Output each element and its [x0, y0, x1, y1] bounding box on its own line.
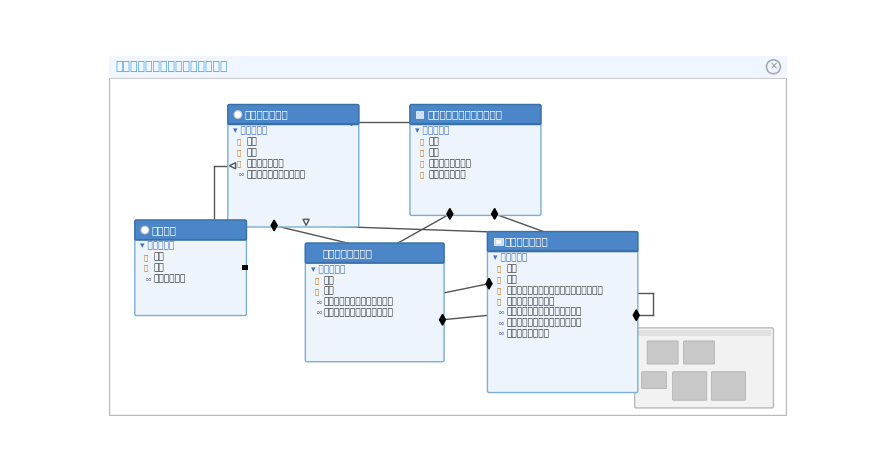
FancyBboxPatch shape [647, 341, 678, 364]
Text: 説明: 説明 [246, 148, 257, 157]
FancyBboxPatch shape [488, 232, 638, 252]
Text: サブコンポーネントのインターフェース: サブコンポーネントのインターフェース [506, 286, 603, 295]
Text: 🔑: 🔑 [144, 254, 149, 261]
Polygon shape [486, 278, 492, 289]
Text: ∞: ∞ [144, 275, 151, 283]
Bar [416, 111, 420, 114]
Text: 提供コンポーネントへの参照: 提供コンポーネントへの参照 [324, 297, 394, 307]
Text: ▾ フィールド: ▾ フィールド [233, 126, 267, 135]
FancyBboxPatch shape [711, 372, 746, 400]
Bar [242, 265, 247, 270]
Text: 🔑: 🔑 [237, 139, 241, 145]
Text: コンポーネント構造モデル: コンポーネント構造モデル [427, 110, 502, 120]
Text: 🔑: 🔑 [144, 265, 149, 271]
Polygon shape [271, 220, 277, 231]
Text: コンポーネント構造モデル構造図: コンポーネント構造モデル構造図 [115, 60, 228, 73]
Text: ▾ フィールド: ▾ フィールド [415, 126, 449, 135]
FancyBboxPatch shape [642, 372, 667, 389]
Bar [413, 120, 538, 124]
Circle shape [234, 111, 242, 119]
Text: モデルコメント: モデルコメント [246, 159, 284, 168]
FancyBboxPatch shape [135, 220, 246, 316]
Text: 🔑: 🔑 [496, 287, 501, 294]
Text: ∞: ∞ [315, 297, 322, 307]
Text: ▾ フィールド: ▾ フィールド [311, 265, 345, 274]
Text: 🔑: 🔑 [420, 139, 424, 145]
Text: 名前: 名前 [506, 264, 517, 273]
Text: インターフェース: インターフェース [428, 159, 472, 168]
Text: 🔑: 🔑 [496, 276, 501, 283]
Bar [416, 114, 420, 118]
Text: ∞: ∞ [315, 308, 322, 318]
Bar [494, 238, 503, 246]
FancyBboxPatch shape [683, 341, 715, 364]
Bar [496, 240, 500, 243]
Text: ∞: ∞ [496, 308, 503, 317]
Text: 🔑: 🔑 [496, 298, 501, 304]
FancyBboxPatch shape [305, 243, 444, 263]
Text: 名前: 名前 [154, 253, 164, 262]
Bar [109, 56, 787, 78]
Text: 🔑: 🔑 [420, 149, 424, 156]
FancyBboxPatch shape [635, 328, 773, 408]
Text: 提供インターフェースへの参照: 提供インターフェースへの参照 [506, 308, 581, 317]
Text: ∞: ∞ [313, 248, 323, 258]
Polygon shape [634, 310, 639, 321]
Bar [137, 235, 244, 239]
FancyBboxPatch shape [135, 220, 246, 240]
Text: ×: × [769, 62, 778, 72]
Text: ∞: ∞ [237, 170, 244, 179]
Text: 名前: 名前 [428, 137, 440, 146]
FancyBboxPatch shape [228, 105, 359, 227]
Text: 🔑: 🔑 [237, 160, 241, 167]
FancyBboxPatch shape [488, 232, 638, 393]
Text: ∞: ∞ [496, 329, 503, 339]
Bar [308, 259, 441, 262]
Text: 要求インターフェースへの参照: 要求インターフェースへの参照 [506, 318, 581, 327]
Text: 🔑: 🔑 [420, 171, 424, 177]
FancyBboxPatch shape [305, 243, 444, 362]
Text: コンポーネント: コンポーネント [428, 170, 466, 179]
Bar [230, 120, 357, 124]
Polygon shape [440, 314, 446, 325]
Text: コンポーネント: コンポーネント [504, 237, 548, 247]
Text: 入力ユースケース: 入力ユースケース [506, 329, 549, 339]
Text: インターフェース: インターフェース [323, 248, 372, 258]
Text: 🔑: 🔑 [420, 160, 424, 167]
FancyBboxPatch shape [410, 105, 541, 215]
Polygon shape [492, 208, 497, 219]
Polygon shape [447, 208, 453, 219]
Text: 🔑: 🔑 [237, 149, 241, 156]
Text: 🔑: 🔑 [315, 277, 319, 284]
Text: 説明: 説明 [154, 264, 164, 273]
Bar [420, 114, 423, 118]
Text: 説明: 説明 [506, 275, 517, 284]
Text: 説明: 説明 [428, 148, 440, 157]
Bar [420, 111, 423, 114]
Text: ▾ フィールド: ▾ フィールド [493, 253, 527, 262]
Text: 🔑: 🔑 [315, 288, 319, 295]
Text: 名前: 名前 [246, 137, 257, 146]
Text: ▾ フィールド: ▾ フィールド [140, 242, 175, 251]
Text: コメント対象: コメント対象 [154, 275, 185, 283]
Bar [489, 247, 635, 251]
FancyBboxPatch shape [673, 372, 707, 400]
FancyBboxPatch shape [228, 105, 359, 125]
Text: ∞: ∞ [496, 318, 503, 327]
Text: モデルコメントへの参照: モデルコメントへの参照 [246, 170, 306, 179]
Text: 名前: 名前 [324, 276, 335, 285]
FancyBboxPatch shape [410, 105, 541, 125]
Text: 要求コンポーネントへの参照: 要求コンポーネントへの参照 [324, 308, 394, 318]
Bar [637, 330, 771, 336]
Text: コメント: コメント [152, 225, 177, 235]
Text: 基底モデル要素: 基底モデル要素 [245, 110, 288, 120]
Circle shape [141, 226, 149, 234]
Text: 説明: 説明 [324, 287, 335, 296]
Text: 🔑: 🔑 [496, 266, 501, 272]
Text: サブコンポーネント: サブコンポーネント [506, 297, 554, 306]
